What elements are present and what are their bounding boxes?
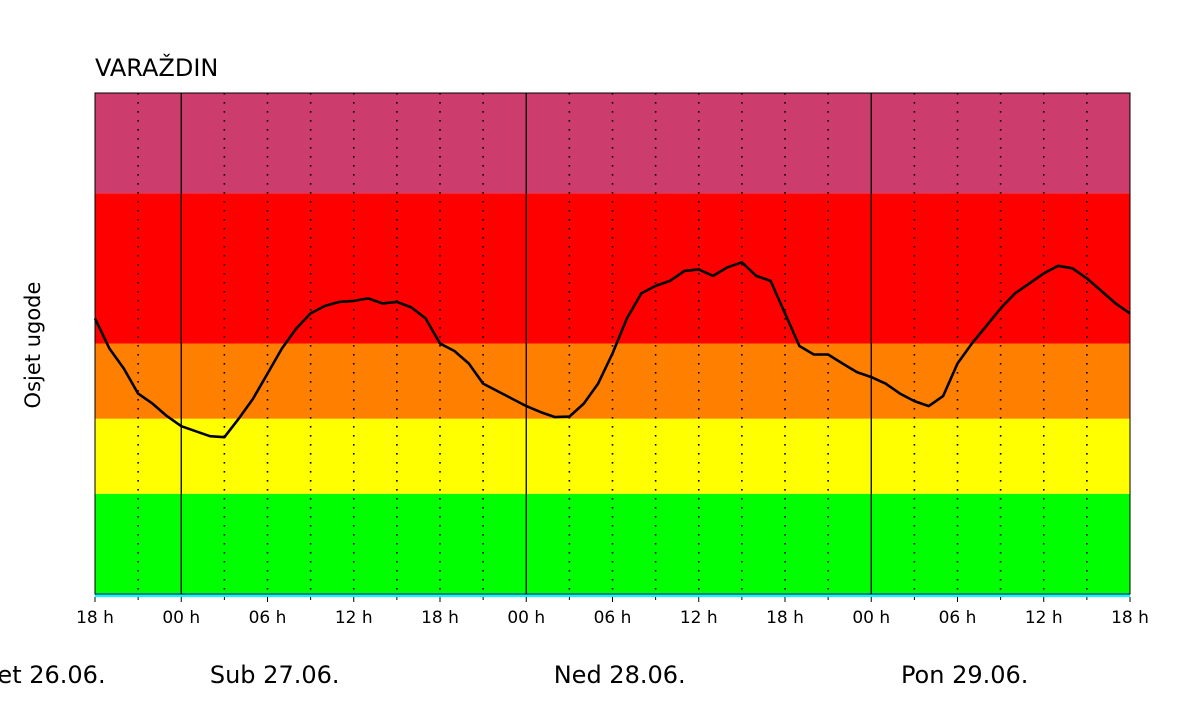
x-tick-label: 00 h — [507, 608, 545, 628]
day-label: Pon 29.06. — [901, 661, 1028, 689]
chart-title: VARAŽDIN — [95, 53, 218, 82]
x-tick-label: 12 h — [680, 608, 718, 628]
x-tick-label: 12 h — [335, 608, 373, 628]
x-tick-label: 06 h — [249, 608, 287, 628]
x-tick-label: 06 h — [594, 608, 632, 628]
series-line-0 — [93, 260, 1131, 439]
x-tick-label: 18 h — [421, 608, 459, 628]
series-group — [93, 260, 1131, 439]
x-tick-label: 12 h — [1025, 608, 1063, 628]
day-label: Ned 28.06. — [554, 661, 686, 689]
bottom-strip — [95, 593, 1130, 597]
x-axis-ticks: 18 h 00 h 06 h 12 h 18 h 00 h 06 h 12 h 18 h 00 h… — [76, 597, 1149, 628]
day-label: Pet 26.06. — [0, 661, 106, 689]
x-tick-label: 18 h — [766, 608, 804, 628]
band-3 — [95, 193, 1130, 344]
day-label: Sub 27.06. — [210, 661, 340, 689]
x-tick-label: 18 h — [1111, 608, 1149, 628]
band-4 — [95, 93, 1130, 194]
grid-lines — [94, 92, 1131, 595]
x-tick-label: 00 h — [852, 608, 890, 628]
day-labels: Pet 26.06. Sub 27.06. Ned 28.06. Pon 29.06. — [0, 661, 1028, 689]
y-axis-label: Osjet ugode — [21, 282, 45, 409]
x-tick-label: 06 h — [939, 608, 977, 628]
plot-frame — [94, 92, 1131, 595]
x-tick-label: 00 h — [162, 608, 200, 628]
x-tick-label: 18 h — [76, 608, 114, 628]
band-1 — [95, 418, 1130, 494]
